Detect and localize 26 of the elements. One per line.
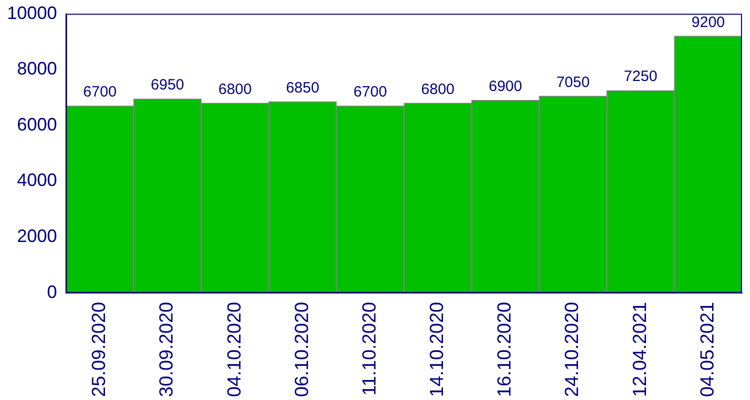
x-tick-label: 14.10.2020 — [427, 302, 448, 397]
y-tick-label: 10000 — [6, 2, 58, 23]
y-tick-label: 8000 — [17, 58, 58, 79]
x-tick-label: 04.05.2021 — [697, 302, 718, 397]
data-label: 6800 — [421, 80, 455, 98]
data-label: 7050 — [556, 74, 590, 91]
x-tick-label: 24.10.2020 — [562, 302, 584, 397]
data-label: 6700 — [354, 84, 387, 101]
data-label: 6950 — [150, 76, 184, 94]
x-tick-label: 04.10.2020 — [224, 302, 246, 397]
y-tick-label: 4000 — [17, 170, 58, 190]
x-tick-label: 12.04.2021 — [630, 302, 651, 397]
data-label: 6900 — [488, 78, 522, 95]
y-tick-label: 0 — [47, 282, 58, 302]
data-label: 6850 — [286, 79, 320, 96]
y-tick-label: 2000 — [17, 226, 58, 246]
x-tick-label: 11.10.2020 — [359, 302, 380, 396]
y-tick-label: 6000 — [17, 114, 58, 134]
data-label: 9200 — [692, 14, 725, 31]
x-tick-label: 25.09.2020 — [89, 302, 110, 397]
x-tick-label: 06.10.2020 — [292, 302, 313, 397]
data-label: 6800 — [218, 80, 252, 98]
data-label: 6700 — [83, 84, 117, 101]
data-label: 7250 — [624, 68, 658, 86]
x-tick-label: 16.10.2020 — [494, 302, 516, 397]
x-tick-label: 30.09.2020 — [156, 302, 178, 397]
